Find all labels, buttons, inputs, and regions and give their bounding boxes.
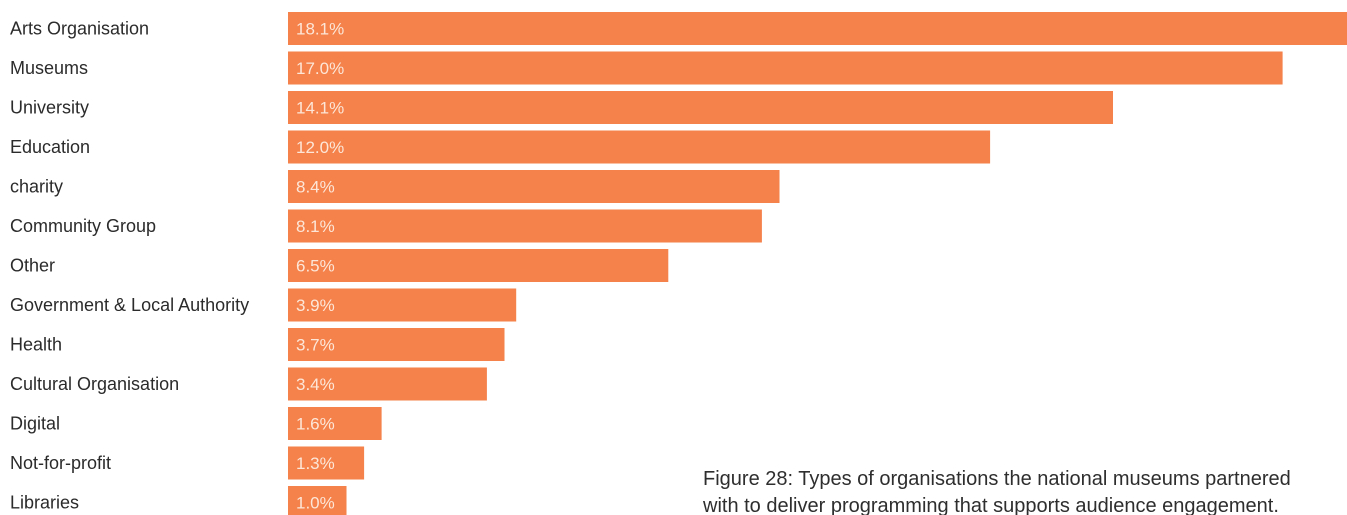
bar [288, 328, 505, 361]
bar [288, 209, 762, 243]
category-label: Not-for-profit [10, 453, 111, 473]
category-label: charity [10, 177, 63, 197]
bar-value-label: 8.1% [296, 217, 335, 236]
bar [288, 288, 517, 322]
bar [288, 486, 347, 515]
caption-line-1: Figure 28: Types of organisations the na… [703, 468, 1291, 490]
bar [288, 12, 1347, 45]
figure-caption: Figure 28: Types of organisations the na… [703, 466, 1343, 515]
bar-value-label: 18.1% [296, 20, 344, 39]
bar [288, 249, 669, 282]
category-label: Cultural Organisation [10, 374, 179, 394]
bar [288, 51, 1283, 85]
category-label: Community Group [10, 216, 156, 236]
bar-value-label: 1.6% [296, 415, 335, 434]
bar [288, 446, 365, 480]
caption-line-2: with to deliver programming that support… [703, 495, 1279, 515]
category-label: University [10, 98, 89, 118]
bar-value-label: 1.0% [296, 494, 335, 513]
category-label: Education [10, 137, 90, 157]
bar-value-label: 3.9% [296, 296, 335, 315]
category-label: Arts Organisation [10, 19, 149, 39]
bar-value-label: 12.0% [296, 138, 344, 157]
category-label: Museums [10, 58, 88, 78]
bar [288, 407, 382, 440]
category-label: Other [10, 256, 55, 276]
category-label: Libraries [10, 493, 79, 513]
bar-value-label: 14.1% [296, 99, 344, 118]
category-label: Digital [10, 414, 60, 434]
bar-value-label: 6.5% [296, 257, 335, 276]
bar-value-label: 1.3% [296, 454, 335, 473]
bar [288, 170, 780, 203]
bar-value-label: 3.7% [296, 336, 335, 355]
bar-value-label: 8.4% [296, 178, 335, 197]
bar [288, 91, 1113, 124]
category-label: Government & Local Authority [10, 295, 249, 315]
bar [288, 130, 991, 164]
bar-value-label: 17.0% [296, 59, 344, 78]
bar-value-label: 3.4% [296, 375, 335, 394]
bar [288, 367, 487, 401]
category-label: Health [10, 335, 62, 355]
